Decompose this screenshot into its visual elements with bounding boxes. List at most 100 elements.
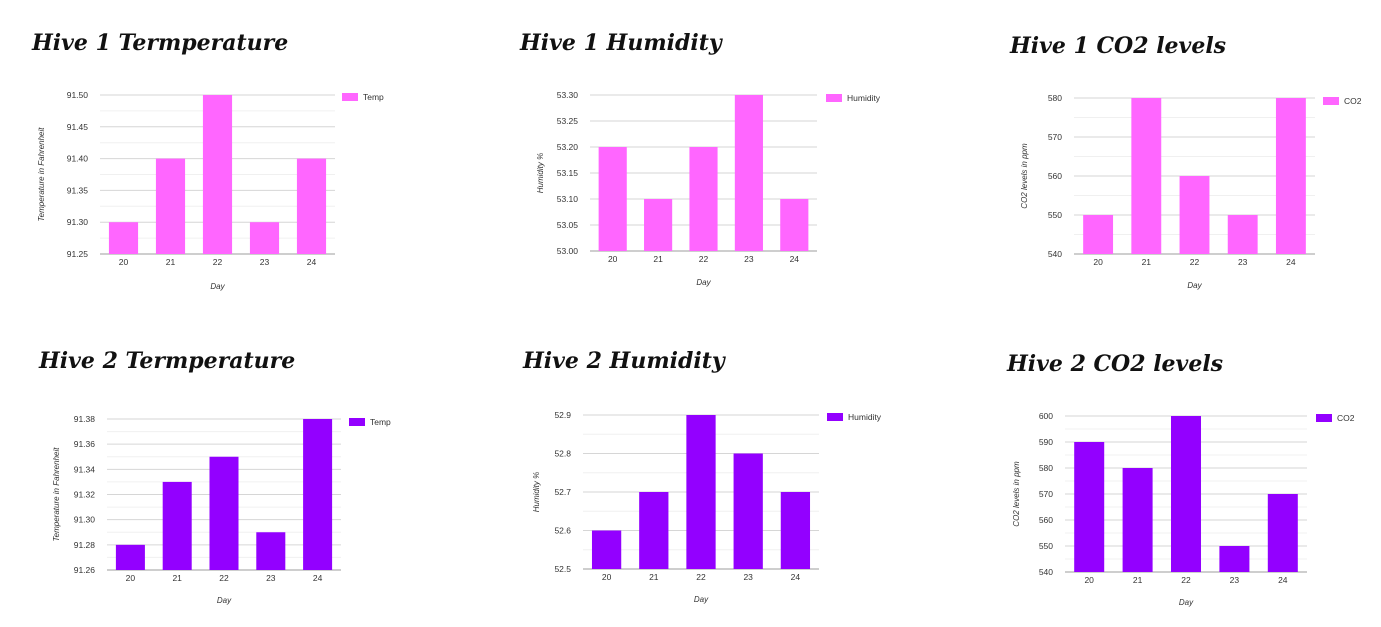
y-tick-label: 91.35 (67, 185, 89, 195)
y-tick-label: 560 (1039, 515, 1053, 525)
x-tick-label: 20 (119, 257, 129, 267)
y-tick-label: 550 (1039, 541, 1053, 551)
x-axis-title: Day (1179, 598, 1194, 607)
y-tick-label: 91.28 (74, 540, 96, 550)
bar (115, 544, 145, 570)
x-tick-label: 20 (1084, 575, 1094, 585)
x-tick-label: 21 (166, 257, 176, 267)
y-tick-label: 91.26 (74, 565, 96, 575)
x-axis-title: Day (210, 282, 225, 291)
y-tick-label: 580 (1048, 93, 1062, 103)
bar (1170, 416, 1202, 572)
x-axis-title: Day (217, 596, 232, 605)
x-tick-label: 24 (307, 257, 317, 267)
y-tick-label: 91.45 (67, 122, 89, 132)
y-tick-label: 91.30 (74, 515, 96, 525)
bar (162, 481, 192, 570)
bar (644, 199, 673, 251)
y-tick-label: 91.50 (67, 90, 89, 100)
y-tick-label: 53.25 (557, 116, 579, 126)
bar (1074, 442, 1105, 572)
bar (1219, 546, 1250, 572)
x-tick-label: 23 (743, 572, 753, 582)
y-tick-label: 52.6 (554, 526, 571, 536)
legend-label: CO2 (1337, 413, 1355, 423)
bar (780, 199, 809, 251)
x-tick-label: 20 (608, 254, 618, 264)
x-tick-label: 20 (1093, 257, 1103, 267)
y-tick-label: 570 (1039, 489, 1053, 499)
chart-title: Hive 2 Humidity (523, 348, 725, 374)
y-tick-label: 540 (1048, 249, 1062, 259)
bar (256, 532, 286, 570)
y-tick-label: 52.5 (554, 564, 571, 574)
bar (686, 415, 716, 569)
bar (209, 456, 239, 570)
bar (1131, 98, 1162, 254)
bar (733, 453, 763, 569)
y-axis-title: Humidity % (532, 472, 541, 512)
x-axis-title: Day (1187, 281, 1202, 290)
x-tick-label: 22 (696, 572, 706, 582)
legend-label: Temp (363, 92, 384, 102)
x-tick-label: 22 (1190, 257, 1200, 267)
y-tick-label: 590 (1039, 437, 1053, 447)
y-tick-label: 91.25 (67, 249, 89, 259)
y-tick-label: 91.36 (74, 439, 96, 449)
x-tick-label: 24 (1278, 575, 1288, 585)
x-tick-label: 22 (213, 257, 223, 267)
bar (734, 95, 763, 251)
x-tick-label: 21 (653, 254, 663, 264)
chart-title: Hive 1 CO2 levels (1010, 33, 1227, 59)
x-tick-label: 21 (649, 572, 659, 582)
y-tick-label: 550 (1048, 210, 1062, 220)
x-tick-label: 22 (219, 573, 229, 583)
y-tick-label: 53.05 (557, 220, 579, 230)
x-tick-label: 21 (1142, 257, 1152, 267)
y-tick-label: 53.00 (557, 246, 579, 256)
x-tick-label: 21 (172, 573, 182, 583)
y-tick-label: 91.40 (67, 154, 89, 164)
y-tick-label: 52.9 (554, 410, 571, 420)
legend-swatch (826, 94, 842, 102)
legend-swatch (1323, 97, 1339, 105)
y-tick-label: 53.30 (557, 90, 579, 100)
bar (689, 147, 718, 251)
bar (108, 222, 139, 254)
bar (1083, 215, 1114, 254)
y-tick-label: 560 (1048, 171, 1062, 181)
y-tick-label: 600 (1039, 411, 1053, 421)
chart-title: Hive 2 CO2 levels (1007, 351, 1224, 377)
y-tick-label: 53.15 (557, 168, 579, 178)
bar (780, 492, 811, 569)
legend-swatch (342, 93, 358, 101)
x-tick-label: 23 (266, 573, 276, 583)
legend-swatch (1316, 414, 1332, 422)
y-tick-label: 570 (1048, 132, 1062, 142)
y-tick-label: 53.10 (557, 194, 579, 204)
legend-label: Humidity (848, 412, 882, 422)
bar (202, 95, 233, 254)
bar (591, 530, 622, 569)
legend-label: Humidity (847, 93, 881, 103)
bar (1267, 494, 1298, 572)
chart-title: Hive 2 Termperature (39, 348, 296, 374)
legend-label: Temp (370, 417, 391, 427)
y-tick-label: 540 (1039, 567, 1053, 577)
y-tick-label: 52.7 (554, 487, 571, 497)
x-tick-label: 21 (1133, 575, 1143, 585)
y-tick-label: 91.38 (74, 414, 96, 424)
x-tick-label: 22 (699, 254, 709, 264)
y-tick-label: 91.34 (74, 464, 96, 474)
x-tick-label: 20 (126, 573, 136, 583)
y-tick-label: 91.32 (74, 490, 96, 500)
x-tick-label: 22 (1181, 575, 1191, 585)
x-tick-label: 23 (744, 254, 754, 264)
legend-swatch (827, 413, 843, 421)
bar (598, 147, 627, 251)
x-tick-label: 23 (1230, 575, 1240, 585)
